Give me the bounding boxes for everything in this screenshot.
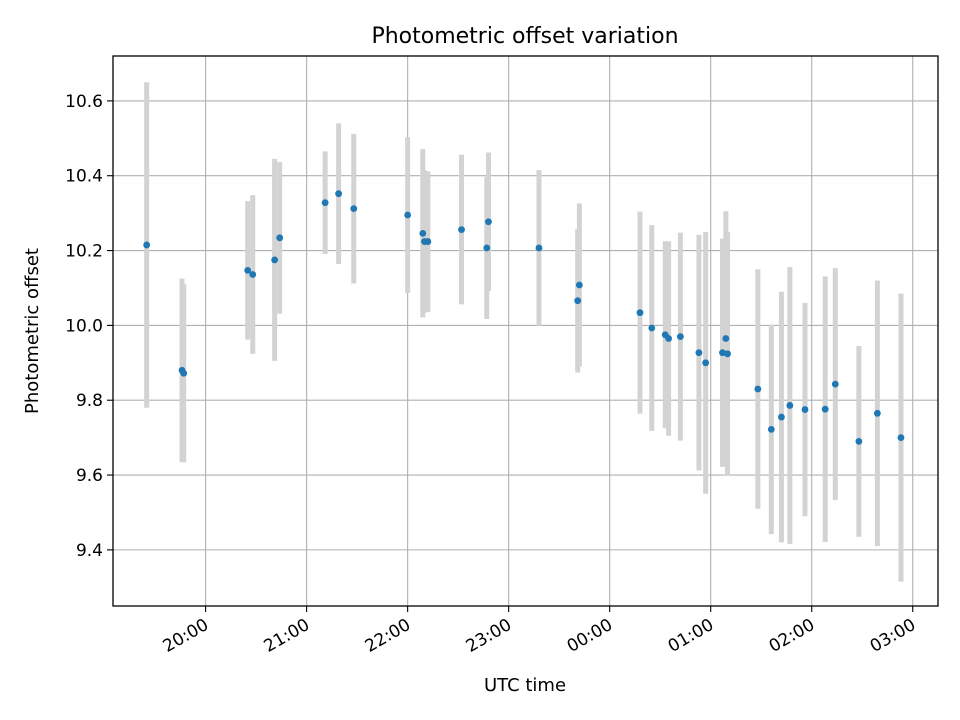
data-point: [778, 413, 785, 421]
data-point: [335, 190, 343, 198]
x-axis-label: UTC time: [484, 675, 566, 696]
data-point: [873, 409, 881, 417]
data-point: [821, 405, 829, 413]
data-point: [722, 335, 730, 342]
y-tick-label: 10.4: [65, 167, 103, 187]
data-point: [271, 256, 279, 264]
data-point: [665, 335, 673, 342]
data-point: [702, 359, 710, 367]
data-point: [350, 205, 358, 213]
data-point: [424, 238, 432, 245]
data-point: [575, 281, 583, 289]
y-tick-label: 9.6: [76, 466, 103, 486]
y-tick-label: 9.8: [76, 391, 103, 411]
data-point: [648, 324, 656, 332]
data-point: [574, 297, 582, 305]
y-tick-label: 10.2: [65, 242, 103, 262]
data-point: [143, 241, 151, 249]
y-tick-label: 9.4: [76, 541, 103, 561]
data-point: [801, 406, 809, 413]
data-point: [855, 437, 863, 445]
data-point: [767, 426, 775, 433]
data-point: [724, 350, 731, 358]
data-point: [695, 349, 703, 357]
data-point: [485, 218, 492, 226]
data-point: [321, 199, 329, 207]
data-point: [831, 380, 839, 388]
data-point: [244, 266, 252, 274]
data-point: [676, 333, 684, 341]
y-axis: 9.4 9.6 9.8 10.0 10.2 10.4 10.6: [65, 92, 113, 561]
chart-title: Photometric offset variation: [371, 24, 678, 49]
data-point: [180, 369, 188, 377]
data-point: [249, 271, 257, 278]
data-point: [719, 349, 726, 357]
y-tick-label: 10.0: [65, 316, 103, 336]
data-point: [404, 211, 412, 219]
data-point: [483, 244, 491, 252]
data-point: [276, 234, 284, 242]
data-point: [636, 309, 644, 317]
y-tick-label: 10.6: [65, 92, 103, 112]
data-point: [419, 229, 427, 237]
data-points: [143, 190, 905, 445]
plot-frame: [112, 55, 939, 607]
data-point: [786, 402, 794, 409]
data-point: [897, 434, 905, 442]
y-axis-label: Photometric offset: [22, 248, 43, 414]
data-point: [458, 226, 465, 234]
data-point: [754, 385, 762, 393]
data-point: [535, 244, 543, 252]
